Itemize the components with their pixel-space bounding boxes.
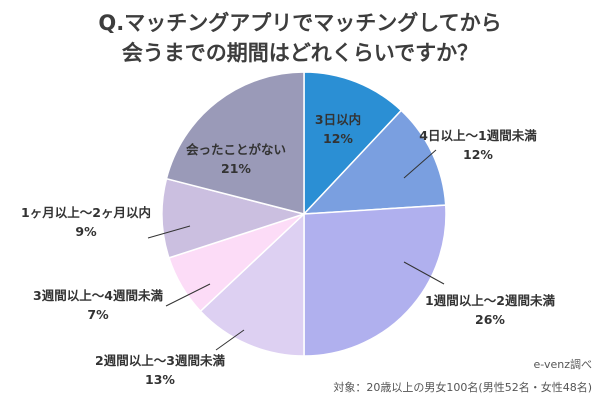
chart-title-line-1: Q.マッチングアプリでマッチングしてから <box>98 11 501 35</box>
slice-value-label: 7% <box>87 307 109 322</box>
slice-category-label: 3日以内 <box>315 112 361 127</box>
slice-category-label: 会ったことがない <box>186 142 286 157</box>
pie-slice <box>161 177 307 259</box>
slice-value-label: 13% <box>145 372 175 387</box>
chart-title-line-2: 会うまでの期間はどれくらいですか？ <box>122 41 478 65</box>
slice-value-label: 12% <box>323 131 353 146</box>
leader-line <box>403 149 437 179</box>
slice-value-label: 21% <box>221 161 251 176</box>
slice-category-label: 2週間以上～3週間未満 <box>95 353 225 368</box>
pie-slices <box>161 71 447 357</box>
leader-line <box>403 261 445 285</box>
pie-slice <box>303 204 447 357</box>
leader-lines <box>147 149 445 351</box>
slice-labels: 3日以内 12% 4日以上～1週間未満 12% 1週間以上～2週間未満 26% 2週間以上～… <box>21 112 555 387</box>
source-credit: e-venz調べ <box>534 357 592 371</box>
slice-value-label: 26% <box>475 312 505 327</box>
slice-category-label: 1週間以上～2週間未満 <box>425 293 555 308</box>
pie-slice <box>199 212 305 357</box>
slice-category-label: 3週間以上～4週間未満 <box>33 288 163 303</box>
pie-slice <box>165 71 305 215</box>
leader-line <box>147 225 191 239</box>
slice-value-label: 12% <box>463 147 493 162</box>
survey-note: 対象：20歳以上の男女100名(男性52名・女性48名) <box>333 380 592 394</box>
pie-slice <box>303 71 403 216</box>
leader-line <box>165 283 211 307</box>
slice-category-label: 4日以上～1週間未満 <box>419 128 537 143</box>
slice-category-label: 1ヶ月以上～2ヶ月以内 <box>21 205 151 220</box>
leader-line <box>215 329 245 351</box>
slice-value-label: 9% <box>75 224 97 239</box>
